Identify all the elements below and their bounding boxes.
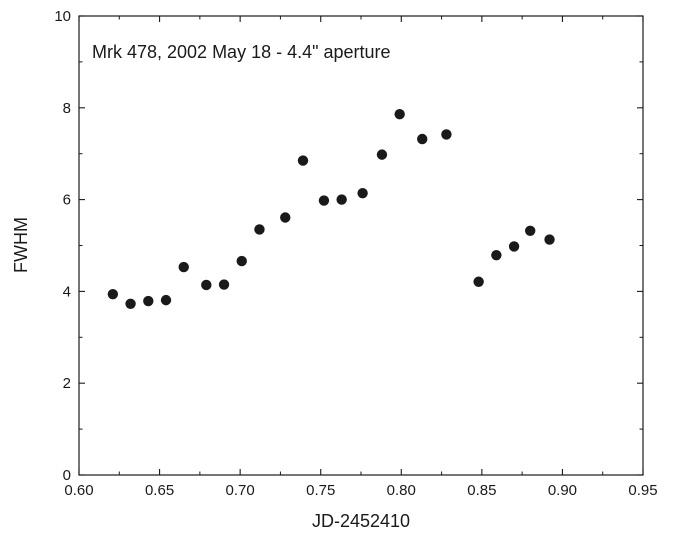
data-point <box>376 149 388 160</box>
data-point <box>178 261 189 273</box>
data-point <box>336 194 347 205</box>
data-point <box>525 225 536 237</box>
x-tick-label: 0.70 <box>226 482 255 499</box>
data-point <box>318 195 330 206</box>
x-tick-label: 0.85 <box>467 482 496 499</box>
y-tick-label: 8 <box>63 100 71 117</box>
plot-frame <box>78 15 644 476</box>
axis-ticks <box>78 15 644 476</box>
data-point <box>473 276 484 287</box>
y-tick-label: 2 <box>63 375 71 392</box>
y-axis-title: FWHM <box>11 217 31 273</box>
data-point <box>297 155 309 166</box>
data-point <box>125 298 136 309</box>
y-tick-label: 4 <box>63 283 71 300</box>
x-axis-title: JD-2452410 <box>312 511 410 531</box>
data-point <box>160 294 172 306</box>
y-tick-label: 6 <box>63 192 71 209</box>
data-point <box>491 249 502 261</box>
x-tick-label: 0.60 <box>64 482 93 499</box>
data-point <box>544 234 555 245</box>
x-tick-label: 0.75 <box>306 482 335 499</box>
tick-labels: 0.60 0.65 0.70 0.75 0.80 0.85 0.90 0.95 0 2 4 6 8 10 <box>54 8 657 499</box>
x-tick-label: 0.80 <box>387 482 416 499</box>
data-point <box>107 288 119 300</box>
data-point <box>236 255 247 267</box>
data-point <box>417 133 428 145</box>
y-tick-label: 10 <box>54 8 71 25</box>
data-point <box>441 129 452 140</box>
data-point <box>357 187 368 199</box>
data-point <box>201 279 212 291</box>
y-tick-label: 0 <box>63 467 71 484</box>
data-point <box>394 109 405 120</box>
data-point <box>280 212 291 223</box>
chart-annotation: Mrk 478, 2002 May 18 - 4.4" aperture <box>92 42 391 62</box>
data-points <box>107 109 555 309</box>
data-point <box>508 241 520 252</box>
data-point <box>254 224 265 235</box>
x-tick-label: 0.65 <box>145 482 174 499</box>
x-tick-label: 0.90 <box>548 482 577 499</box>
x-tick-label: 0.95 <box>628 482 657 499</box>
data-point <box>218 279 230 290</box>
data-point <box>143 295 154 307</box>
